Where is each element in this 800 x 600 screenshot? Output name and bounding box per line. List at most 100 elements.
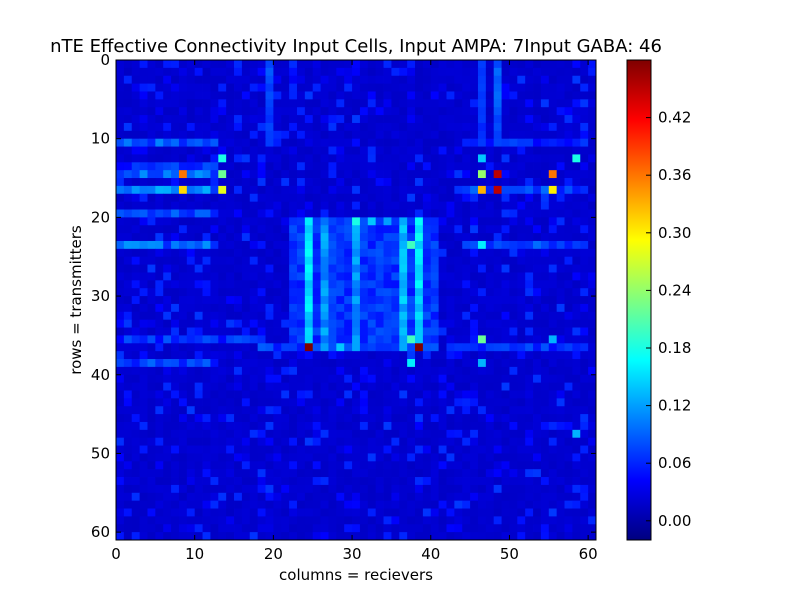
heatmap-cell: [194, 185, 203, 195]
heatmap-cell: [485, 60, 495, 69]
heatmap-cell: [296, 492, 306, 502]
heatmap-cell: [391, 233, 400, 242]
heatmap-cell: [588, 209, 597, 218]
heatmap-cell: [123, 516, 133, 525]
heatmap-cell: [580, 154, 589, 163]
y-tick-label: 0: [100, 51, 110, 69]
heatmap-cell: [344, 91, 353, 100]
heatmap-cell: [281, 264, 290, 273]
heatmap-cell: [399, 146, 408, 155]
heatmap-cell: [344, 414, 353, 423]
heatmap-cell: [296, 327, 306, 336]
heatmap-cell: [273, 327, 282, 336]
heatmap-cell: [399, 240, 408, 250]
heatmap-cell: [462, 366, 471, 376]
heatmap-cell: [218, 122, 227, 132]
heatmap-cell: [320, 91, 329, 100]
heatmap-cell: [265, 138, 274, 147]
heatmap-cell: [548, 240, 558, 250]
heatmap-cell: [226, 429, 235, 439]
heatmap-cell: [155, 83, 164, 92]
heatmap-cell: [281, 115, 290, 124]
heatmap-cell: [470, 75, 479, 85]
x-tick-label: 50: [500, 545, 519, 563]
heatmap-cell: [517, 390, 526, 399]
heatmap-cell: [273, 351, 282, 360]
heatmap-cell: [186, 484, 196, 494]
heatmap-cell: [470, 99, 479, 108]
heatmap-cell: [367, 264, 377, 273]
heatmap-cell: [289, 303, 298, 313]
heatmap-cell: [210, 272, 219, 281]
heatmap-cell: [493, 99, 502, 108]
heatmap-cell: [430, 162, 440, 171]
heatmap-cell: [147, 327, 156, 336]
heatmap-cell: [249, 233, 259, 242]
heatmap-cell: [281, 146, 290, 155]
heatmap-cell: [470, 429, 479, 439]
heatmap-cell: [186, 201, 196, 210]
heatmap-cell: [171, 288, 180, 297]
heatmap-cell: [407, 437, 416, 446]
heatmap-cell: [509, 193, 518, 203]
heatmap-cell: [454, 437, 463, 446]
heatmap-cell: [257, 421, 266, 431]
heatmap-cell: [352, 248, 361, 258]
heatmap-cell: [438, 500, 447, 509]
heatmap-cell: [210, 178, 219, 187]
heatmap-cell: [234, 532, 243, 541]
heatmap-cell: [572, 60, 581, 69]
heatmap-cell: [391, 185, 400, 195]
heatmap-cell: [139, 178, 148, 187]
heatmap-cell: [273, 75, 282, 85]
heatmap-cell: [139, 414, 148, 423]
heatmap-cell: [477, 516, 487, 525]
heatmap-cell: [186, 461, 196, 470]
heatmap-cell: [501, 327, 510, 336]
heatmap-cell: [171, 60, 180, 69]
heatmap-cell: [226, 453, 235, 462]
heatmap-cell: [139, 75, 148, 85]
heatmap-cell: [218, 508, 227, 517]
heatmap-cell: [548, 178, 558, 187]
heatmap-cell: [493, 122, 502, 132]
heatmap-cell: [249, 469, 259, 478]
heatmap-cell: [257, 115, 266, 124]
heatmap-cell: [533, 445, 542, 454]
heatmap-cell: [296, 83, 306, 92]
heatmap-cell: [328, 264, 337, 273]
heatmap-cell: [328, 75, 337, 85]
heatmap-cell: [572, 429, 581, 439]
heatmap-cell: [218, 154, 227, 163]
heatmap-cell: [588, 335, 597, 344]
heatmap-cell: [509, 382, 518, 391]
heatmap-cell: [517, 414, 526, 423]
heatmap-cell: [178, 264, 188, 273]
heatmap-cell: [367, 477, 377, 486]
heatmap-cell: [234, 233, 243, 242]
heatmap-cell: [422, 146, 432, 155]
heatmap-cell: [194, 217, 203, 226]
heatmap-cell: [281, 429, 290, 439]
heatmap-cell: [234, 130, 243, 140]
heatmap-cell: [477, 484, 487, 494]
heatmap-cell: [470, 60, 479, 69]
heatmap-cell: [194, 162, 203, 171]
heatmap-cell: [454, 453, 463, 462]
heatmap-cell: [155, 99, 164, 108]
heatmap-cell: [320, 374, 329, 384]
heatmap-cell: [281, 99, 290, 108]
heatmap-cell: [273, 162, 282, 171]
heatmap-cell: [359, 524, 369, 533]
heatmap-cell: [202, 374, 211, 384]
heatmap-cell: [367, 67, 377, 77]
heatmap-cell: [462, 508, 471, 517]
heatmap-cell: [139, 280, 148, 289]
heatmap-cell: [485, 83, 495, 92]
heatmap-cell: [391, 453, 400, 462]
heatmap-cell: [399, 343, 408, 352]
heatmap-cell: [155, 366, 164, 376]
heatmap-cell: [210, 359, 219, 368]
heatmap-cell: [572, 335, 581, 344]
heatmap-cell: [533, 146, 542, 155]
